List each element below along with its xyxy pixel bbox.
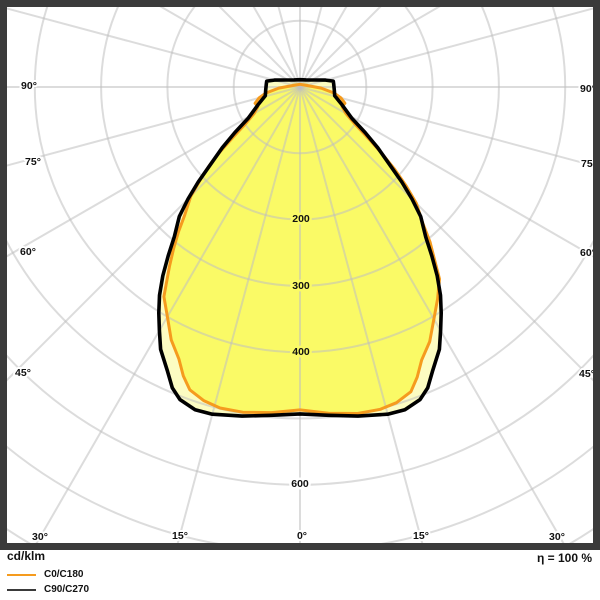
efficiency-label: η = 100 %: [536, 551, 592, 565]
legend-label: C0/C180: [44, 569, 84, 580]
grid-ray: [299, 86, 593, 382]
polar-chart-area: 200 300 400 600 90° 75° 60° 45° 30° 15° 0° 15° 30° 45…: [0, 0, 600, 550]
angle-tick-label: 45°: [579, 368, 595, 380]
radial-tick-label: 300: [292, 280, 310, 292]
overlap-fill: [163, 82, 439, 414]
c90-c270-curve: [157, 77, 443, 418]
polar-chart: 200 300 400 600 90° 75° 60° 45° 30° 15° 0° 15° 30° 45…: [0, 0, 600, 550]
angle-tick-label: 90°: [580, 83, 596, 95]
grid-ray: [299, 86, 424, 543]
radial-tick-label: 600: [291, 478, 309, 490]
angle-tick-label: 60°: [580, 247, 596, 259]
grid-ray: [299, 86, 593, 258]
grid-ray: [299, 7, 441, 88]
grid-ray: [7, 86, 301, 167]
grid-ray: [159, 7, 301, 88]
legend-swatch: [7, 574, 36, 576]
angle-tick-label: 45°: [15, 367, 31, 379]
angle-tick-label: 15°: [172, 530, 188, 542]
angle-tick-label: 75°: [25, 156, 41, 168]
legend: C0/C180 C90/C270: [7, 569, 89, 596]
grid-ray: [176, 86, 301, 543]
angle-tick-label: 60°: [20, 246, 36, 258]
angle-tick-label: 0°: [297, 530, 307, 542]
angle-tick-label: 90°: [21, 80, 37, 92]
angle-tick-label: 30°: [32, 531, 48, 543]
radial-tick-label: 200: [292, 213, 310, 225]
plot-region: 200 300 400 600 90° 75° 60° 45° 30° 15° 0° 15° 30° 45…: [7, 7, 597, 543]
grid-ray: [7, 86, 301, 382]
grid-ray: [35, 86, 301, 543]
legend-item: C90/C270: [7, 584, 89, 596]
grid-ray: [218, 7, 301, 88]
angle-tick-label: 75°: [581, 158, 597, 170]
legend-label: C90/C270: [44, 584, 90, 595]
legend-item: C0/C180: [7, 569, 89, 581]
unit-label: cd/klm: [7, 549, 46, 563]
grid-ray: [7, 7, 301, 88]
angle-tick-label: 15°: [413, 530, 429, 542]
grid-ray: [299, 86, 565, 543]
grid-ray: [299, 7, 382, 88]
legend-swatch: [7, 589, 36, 591]
chart-frame: [0, 0, 600, 550]
grid-ray: [7, 86, 301, 258]
grid-ray: [299, 7, 593, 88]
radial-tick-label: 400: [292, 346, 310, 358]
polar-grid: [7, 7, 593, 543]
grid-ray: [299, 86, 593, 167]
angle-tick-label: 30°: [549, 531, 565, 543]
